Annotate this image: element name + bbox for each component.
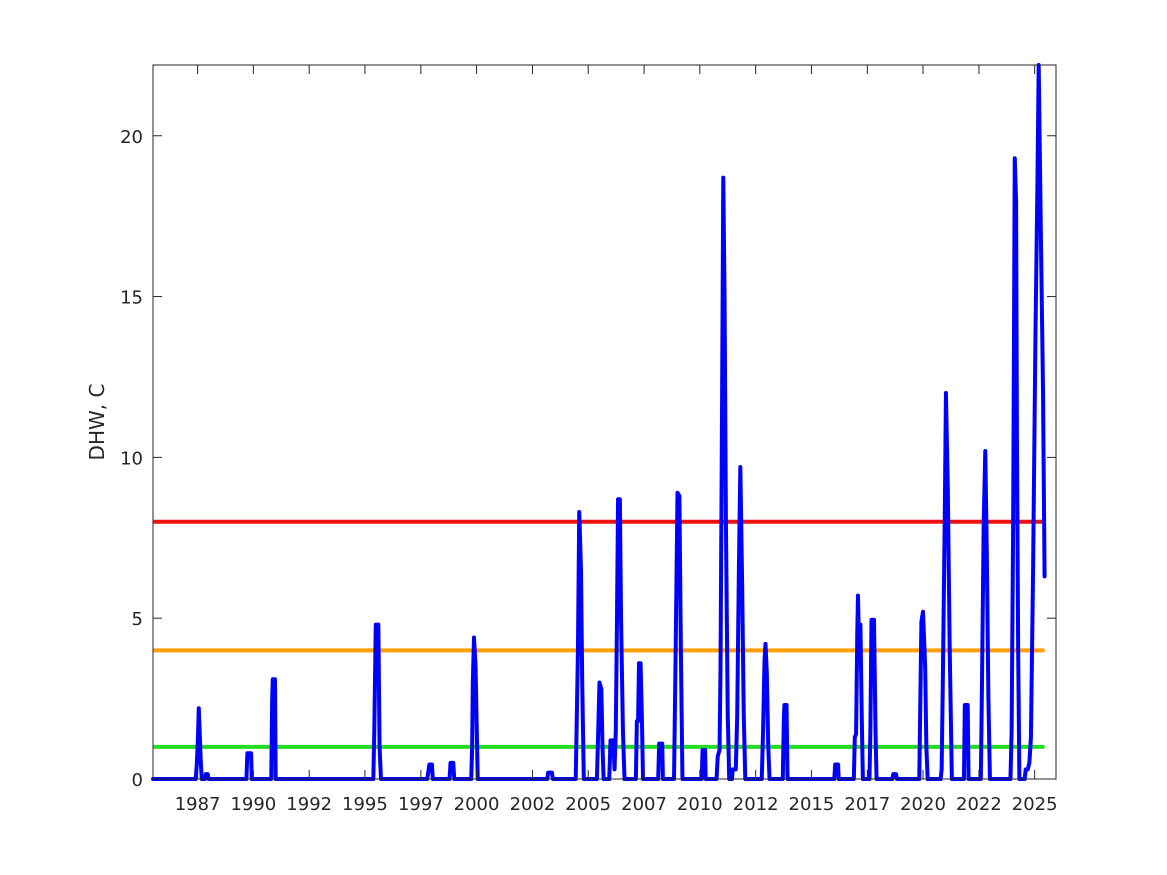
y-tick-label: 5 [132,609,143,630]
plot-area [153,65,1056,779]
y-tick-label: 0 [132,770,143,791]
y-tick-label: 10 [120,448,143,469]
x-tick-label: 2022 [956,794,1002,815]
y-axis-label: DHW, C [85,384,109,461]
x-tick-label: 2020 [900,794,946,815]
x-tick-label: 2012 [733,794,779,815]
x-tick-label: 2017 [844,794,890,815]
x-tick-label: 2010 [677,794,723,815]
x-tick-label: 1992 [286,794,332,815]
x-tick-label: 2015 [789,794,835,815]
y-tick-labels: 0 5 10 15 20 [120,127,143,791]
y-tick-label: 15 [120,288,143,309]
ticks [153,65,1056,780]
axes-box [152,64,1057,780]
x-tick-label: 2005 [565,794,611,815]
x-tick-labels: 1987 1990 1992 1995 1997 2000 2002 2005 2007 2010… [175,794,1058,815]
x-tick-label: 1995 [342,794,388,815]
x-tick-label: 2002 [510,794,556,815]
y-tick-label: 20 [120,127,143,148]
x-tick-label: 2007 [621,794,667,815]
x-tick-label: 1997 [398,794,444,815]
x-tick-label: 2000 [454,794,500,815]
x-tick-label: 2025 [1012,794,1058,815]
x-tick-label: 1987 [175,794,221,815]
x-tick-label: 1990 [230,794,276,815]
